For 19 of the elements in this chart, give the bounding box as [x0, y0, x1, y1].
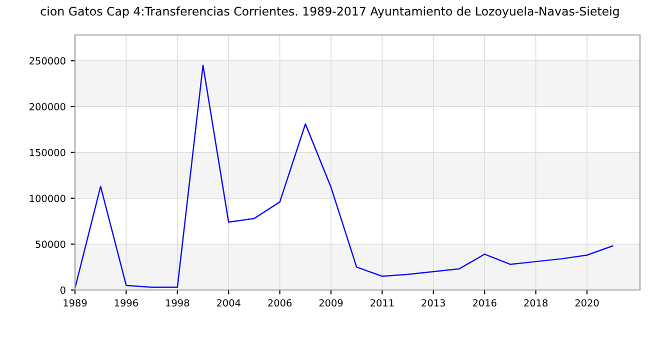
x-tick-label: 1989 [64, 299, 87, 307]
x-tick-label: 2011 [370, 299, 394, 307]
y-tick-label: 150000 [30, 148, 66, 156]
x-tick-label: 2004 [216, 299, 240, 307]
y-tick-label: 200000 [30, 103, 66, 110]
x-tick-label: 2016 [472, 299, 496, 307]
y-tick-label: 100000 [30, 194, 66, 202]
line-series [75, 64, 614, 289]
y-tick-label: 0 [60, 286, 66, 294]
y-tick-label: 50000 [36, 240, 66, 248]
x-tick-label: 2018 [524, 299, 548, 307]
x-tick-label: 2009 [319, 299, 343, 307]
x-tick-label: 1996 [114, 299, 138, 307]
x-tick-label: 2020 [575, 299, 599, 307]
x-tick-label: 2006 [268, 299, 292, 307]
chart-title: cion Gatos Cap 4:Transferencias Corrientes. 1989-2017 Ayuntamiento de Lozoyuela-Navas-Sieteig [40, 6, 619, 18]
y-tick-label: 250000 [30, 57, 66, 65]
x-tick-label: 1998 [166, 299, 190, 307]
x-tick-label: 2013 [422, 299, 445, 307]
